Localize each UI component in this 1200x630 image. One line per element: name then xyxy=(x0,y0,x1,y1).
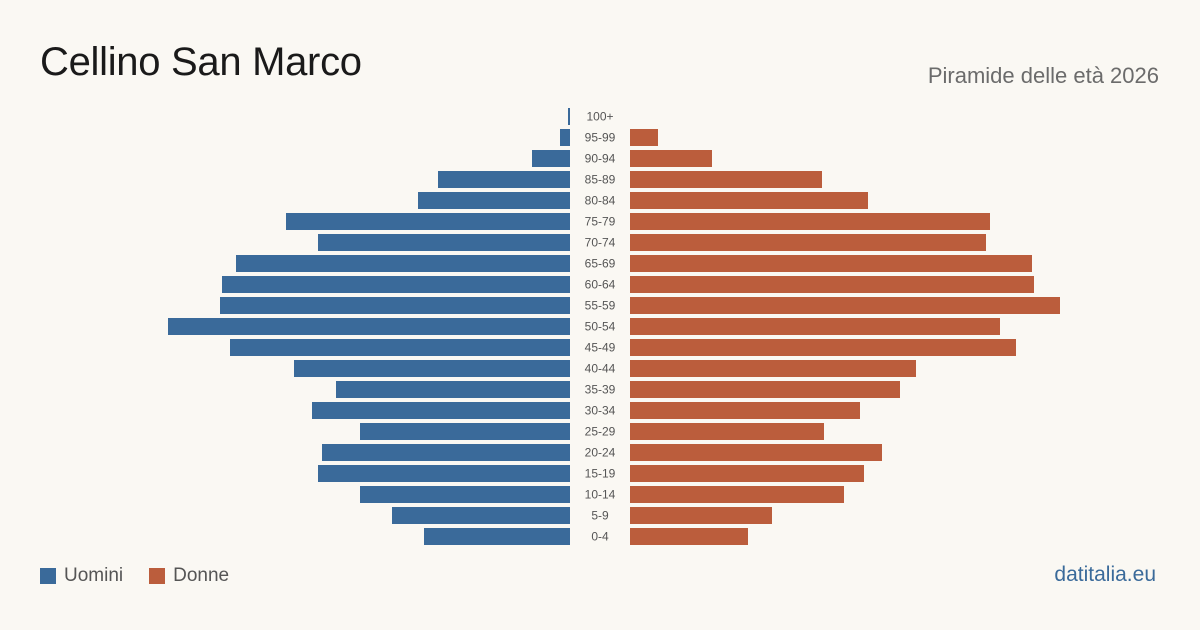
legend-label-women: Donne xyxy=(173,565,230,586)
bar-men-85-89 xyxy=(438,171,570,188)
age-label: 15-19 xyxy=(585,467,616,481)
chart-subtitle: Piramide delle età 2026 xyxy=(927,63,1159,88)
legend-swatch-men xyxy=(40,568,56,584)
age-label: 0-4 xyxy=(591,530,609,544)
bar-men-50-54 xyxy=(168,318,570,335)
bar-men-15-19 xyxy=(318,465,570,482)
site-link[interactable]: datitalia.eu xyxy=(1054,563,1156,586)
bar-men-90-94 xyxy=(532,150,570,167)
age-label: 70-74 xyxy=(585,236,616,250)
bar-men-45-49 xyxy=(230,339,570,356)
age-label: 65-69 xyxy=(585,257,616,271)
age-label: 5-9 xyxy=(591,509,609,523)
age-label: 20-24 xyxy=(585,446,616,460)
bar-men-70-74 xyxy=(318,234,570,251)
age-label: 95-99 xyxy=(585,131,616,145)
age-label: 45-49 xyxy=(585,341,616,355)
bar-women-0-4 xyxy=(630,528,748,545)
bar-women-90-94 xyxy=(630,150,712,167)
bar-women-5-9 xyxy=(630,507,772,524)
age-label: 55-59 xyxy=(585,299,616,313)
bar-men-55-59 xyxy=(220,297,570,314)
chart-title: Cellino San Marco xyxy=(40,40,362,84)
bar-men-95-99 xyxy=(560,129,570,146)
age-label: 90-94 xyxy=(585,152,616,166)
bar-women-25-29 xyxy=(630,423,824,440)
bar-women-70-74 xyxy=(630,234,986,251)
bar-men-0-4 xyxy=(424,528,570,545)
bar-women-65-69 xyxy=(630,255,1032,272)
bar-men-60-64 xyxy=(222,276,570,293)
legend-item-women: Donne xyxy=(149,565,229,587)
legend-label-men: Uomini xyxy=(64,565,124,586)
age-label: 85-89 xyxy=(585,173,616,187)
age-label: 80-84 xyxy=(585,194,616,208)
bar-women-30-34 xyxy=(630,402,860,419)
bar-men-25-29 xyxy=(360,423,570,440)
age-label: 25-29 xyxy=(585,425,616,439)
bar-women-95-99 xyxy=(630,129,658,146)
bar-women-45-49 xyxy=(630,339,1016,356)
bar-women-60-64 xyxy=(630,276,1034,293)
bar-women-50-54 xyxy=(630,318,1000,335)
bar-women-35-39 xyxy=(630,381,900,398)
bar-men-30-34 xyxy=(312,402,570,419)
bar-women-75-79 xyxy=(630,213,990,230)
age-label: 50-54 xyxy=(585,320,616,334)
bar-women-20-24 xyxy=(630,444,882,461)
age-label: 60-64 xyxy=(585,278,616,292)
bar-men-65-69 xyxy=(236,255,570,272)
age-label: 30-34 xyxy=(585,404,616,418)
bar-men-5-9 xyxy=(392,507,570,524)
bar-men-40-44 xyxy=(294,360,570,377)
legend: Uomini Donne xyxy=(40,565,255,587)
bar-women-80-84 xyxy=(630,192,868,209)
age-label: 10-14 xyxy=(585,488,616,502)
legend-item-men: Uomini xyxy=(40,565,123,587)
age-label: 40-44 xyxy=(585,362,616,376)
bar-women-15-19 xyxy=(630,465,864,482)
bar-men-10-14 xyxy=(360,486,570,503)
age-label: 75-79 xyxy=(585,215,616,229)
bar-women-40-44 xyxy=(630,360,916,377)
bar-women-10-14 xyxy=(630,486,844,503)
bar-women-55-59 xyxy=(630,297,1060,314)
bar-men-20-24 xyxy=(322,444,570,461)
bar-men-100+ xyxy=(568,108,570,125)
legend-swatch-women xyxy=(149,568,166,584)
age-label: 100+ xyxy=(586,110,613,124)
bar-men-35-39 xyxy=(336,381,570,398)
bar-women-85-89 xyxy=(630,171,822,188)
age-label: 35-39 xyxy=(585,383,616,397)
bar-men-80-84 xyxy=(418,192,570,209)
bar-men-75-79 xyxy=(286,213,570,230)
